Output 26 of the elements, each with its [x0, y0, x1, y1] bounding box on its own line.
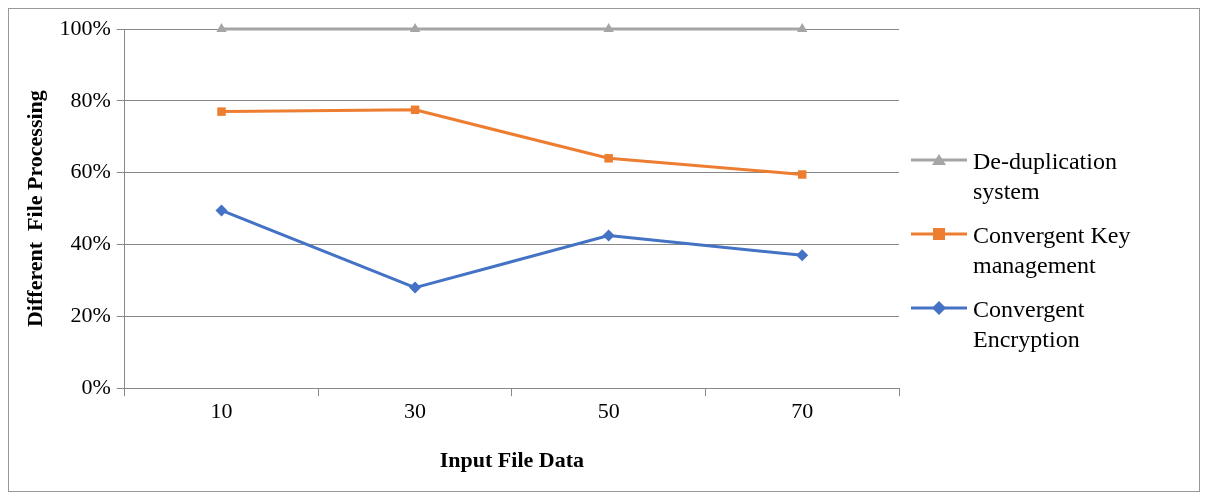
legend-label: Convergent Key management [973, 221, 1132, 280]
x-tick-label: 10 [210, 398, 233, 424]
point [409, 281, 422, 294]
point [604, 154, 613, 163]
x-tick-label: 70 [791, 398, 814, 424]
y-tick-label: 20% [70, 302, 111, 328]
x-tick-label: 30 [404, 398, 427, 424]
x-tick-label: 50 [597, 398, 620, 424]
y-tick-label: 80% [70, 86, 111, 112]
y-tick-label: 60% [70, 158, 111, 184]
x-axis-title: Input File Data [439, 447, 584, 473]
y-tick-label: 0% [81, 373, 111, 399]
point [797, 170, 807, 179]
point [796, 249, 809, 262]
point [217, 107, 226, 116]
legend-label: Convergent Encryption [973, 295, 1086, 354]
legend-label: De-duplication system [973, 147, 1118, 206]
point [215, 204, 228, 217]
point [603, 23, 614, 32]
point [797, 23, 808, 32]
point [602, 229, 615, 242]
y-tick-label: 100% [59, 14, 111, 40]
y-axis-title: Different File Processing [21, 90, 47, 328]
y-tick-label: 40% [70, 230, 111, 256]
point [409, 23, 421, 32]
point [216, 23, 227, 32]
